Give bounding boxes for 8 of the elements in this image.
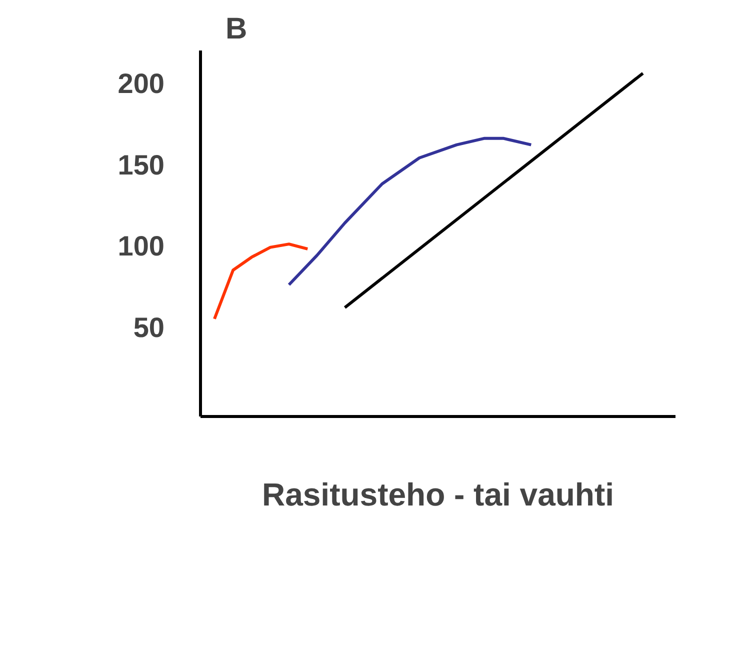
x-axis-title: Rasitusteho - tai vauhti: [262, 476, 614, 512]
line-series: [212, 242, 310, 320]
y-tick-label: 50: [133, 312, 165, 344]
y-tick-label: 200: [118, 68, 164, 100]
y-tick-label: 150: [118, 149, 164, 180]
line-series: [287, 136, 533, 286]
y-tick-label: 100: [118, 230, 164, 262]
chart-title: B: [226, 12, 248, 46]
